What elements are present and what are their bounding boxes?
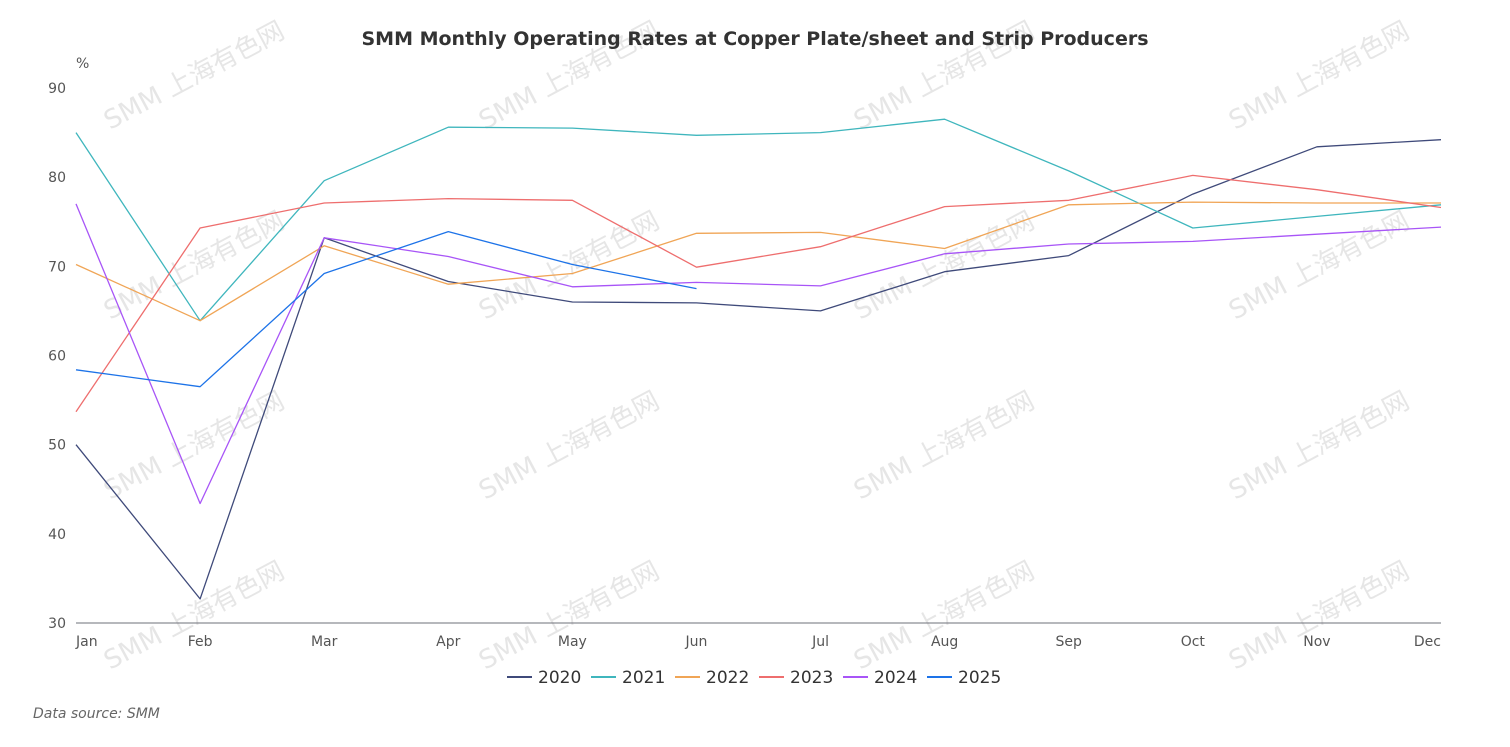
x-tick-label: Oct: [1181, 634, 1206, 650]
y-tick-label: 50: [48, 438, 66, 454]
legend-item-2023[interactable]: 2023: [759, 668, 833, 688]
y-tick-label: 40: [48, 527, 66, 543]
x-axis-ticks: Jan Feb Mar Apr May Jun Jul Aug Sep Oct Nov Dec: [75, 634, 1441, 650]
legend-label: 2022: [706, 668, 749, 688]
y-tick-label: 70: [48, 259, 66, 275]
y-tick-label: 60: [48, 349, 66, 365]
series-line-2025: [75, 230, 697, 388]
x-tick-label: Feb: [188, 634, 213, 650]
x-tick-label: Mar: [311, 634, 338, 650]
watermark-text: SMM 上海有色网: [849, 206, 1039, 326]
legend-label: 2025: [958, 668, 1001, 688]
watermark-text: SMM 上海有色网: [1224, 16, 1414, 136]
y-tick-label: 30: [48, 616, 66, 632]
watermark-text: SMM 上海有色网: [474, 206, 664, 326]
data-source-note: Data source: SMM: [33, 706, 160, 722]
legend-label: 2024: [874, 668, 917, 688]
y-axis-ticks: 30 40 50 60 70 80 90: [48, 81, 66, 632]
series-line-2023: [75, 174, 1442, 413]
legend-item-2024[interactable]: 2024: [843, 668, 917, 688]
x-tick-label: Aug: [931, 634, 958, 650]
watermark-text: SMM 上海有色网: [1224, 386, 1414, 506]
watermark-text: SMM 上海有色网: [849, 556, 1039, 676]
watermark-text: SMM 上海有色网: [99, 206, 289, 326]
y-axis-unit: %: [76, 56, 89, 72]
series-line-2021: [75, 118, 1442, 322]
watermark-text: SMM 上海有色网: [474, 386, 664, 506]
legend: 2020 2021 2022 2023 2024 2025: [507, 668, 1001, 688]
legend-label: 2021: [622, 668, 665, 688]
legend-item-2020[interactable]: 2020: [507, 668, 581, 688]
watermark-text: SMM 上海有色网: [849, 386, 1039, 506]
series-line-2024: [75, 203, 1442, 505]
x-tick-label: Apr: [436, 634, 460, 650]
x-tick-label: Jan: [75, 634, 98, 650]
x-tick-label: Jun: [685, 634, 708, 650]
y-tick-label: 90: [48, 81, 66, 97]
watermark-text: SMM 上海有色网: [1224, 206, 1414, 326]
series-layer: [75, 118, 1442, 600]
legend-item-2025[interactable]: 2025: [927, 668, 1001, 688]
series-line-2022: [75, 201, 1441, 322]
x-tick-label: Sep: [1056, 634, 1083, 650]
legend-item-2021[interactable]: 2021: [591, 668, 665, 688]
legend-label: 2023: [790, 668, 833, 688]
watermark-text: SMM 上海有色网: [99, 556, 289, 676]
series-line-2020: [75, 139, 1442, 600]
watermark-text: SMM 上海有色网: [1224, 556, 1414, 676]
watermark-layer: SMM 上海有色网 SMM 上海有色网 SMM 上海有色网 SMM 上海有色网 SMM …: [99, 16, 1414, 676]
x-tick-label: Dec: [1414, 634, 1441, 650]
x-tick-label: May: [558, 634, 587, 650]
watermark-text: SMM 上海有色网: [474, 556, 664, 676]
legend-item-2022[interactable]: 2022: [675, 668, 749, 688]
watermark-text: SMM 上海有色网: [99, 16, 289, 136]
x-tick-label: Nov: [1303, 634, 1330, 650]
chart-title: SMM Monthly Operating Rates at Copper Pl…: [361, 28, 1148, 50]
x-tick-label: Jul: [811, 634, 829, 650]
y-tick-label: 80: [48, 170, 66, 186]
legend-label: 2020: [538, 668, 581, 688]
